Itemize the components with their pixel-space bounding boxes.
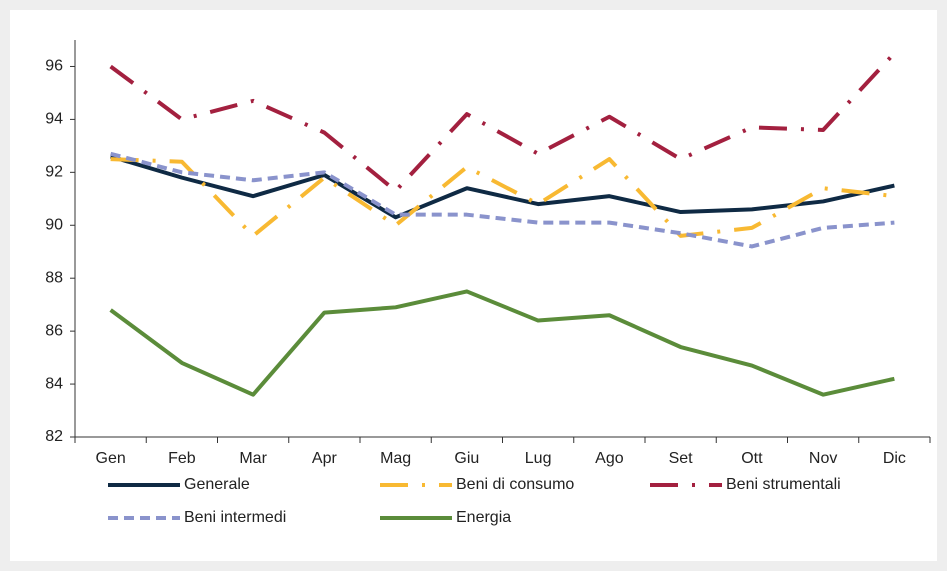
legend-label: Generale <box>184 476 250 493</box>
x-tick-label: Ago <box>595 450 624 467</box>
legend-label: Beni strumentali <box>726 476 841 493</box>
series-line <box>110 157 895 238</box>
y-tick-label: 84 <box>45 375 63 392</box>
y-tick-label: 92 <box>45 164 63 181</box>
legend-label: Beni di consumo <box>456 476 574 493</box>
series-line <box>109 289 895 397</box>
y-tick-label: 82 <box>45 428 63 445</box>
legend-label: Beni intermedi <box>184 509 286 526</box>
x-tick-label: Gen <box>96 450 126 467</box>
x-tick-label: Ott <box>741 450 763 467</box>
x-tick-label: Apr <box>312 450 338 467</box>
series-line <box>109 51 896 193</box>
x-tick-label: Giu <box>454 450 479 467</box>
x-tick-label: Feb <box>168 450 196 467</box>
x-tick-label: Lug <box>525 450 552 467</box>
x-tick-label: Mar <box>239 450 267 467</box>
legend-label: Energia <box>456 509 511 526</box>
y-tick-label: 86 <box>45 322 63 339</box>
y-tick-label: 96 <box>45 58 63 75</box>
y-tick-label: 94 <box>45 111 63 128</box>
series-line <box>110 151 895 249</box>
y-tick-label: 88 <box>45 269 63 286</box>
x-tick-label: Nov <box>809 450 837 467</box>
x-tick-label: Mag <box>380 450 411 467</box>
x-tick-label: Set <box>669 450 694 467</box>
series-line <box>110 154 895 220</box>
chart-area <box>10 10 937 561</box>
x-tick-label: Dic <box>883 450 906 467</box>
y-tick-label: 90 <box>45 216 63 233</box>
